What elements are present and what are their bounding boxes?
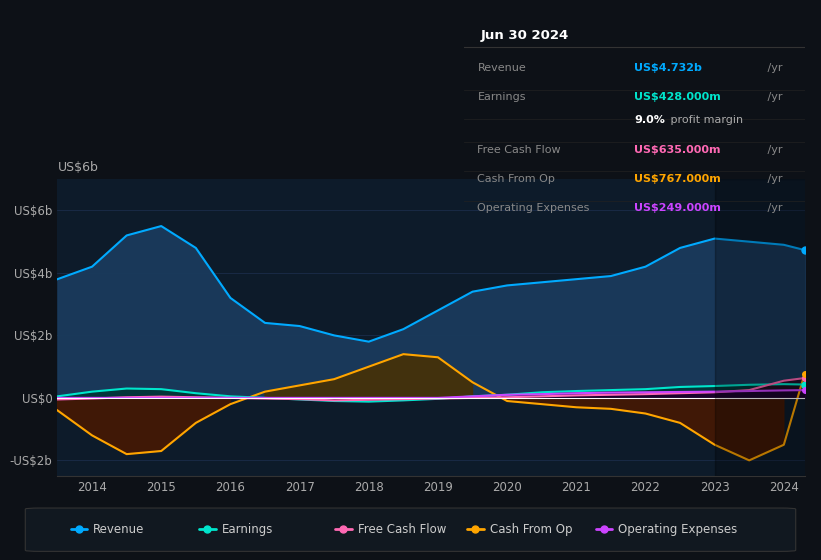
Text: /yr: /yr bbox=[764, 203, 782, 213]
Text: profit margin: profit margin bbox=[667, 115, 743, 125]
Text: /yr: /yr bbox=[764, 174, 782, 184]
Text: US$635.000m: US$635.000m bbox=[635, 144, 721, 155]
Text: Cash From Op: Cash From Op bbox=[490, 522, 572, 536]
Text: Earnings: Earnings bbox=[222, 522, 273, 536]
Text: Revenue: Revenue bbox=[94, 522, 144, 536]
Text: US$767.000m: US$767.000m bbox=[635, 174, 721, 184]
Text: /yr: /yr bbox=[764, 63, 782, 73]
Text: Revenue: Revenue bbox=[478, 63, 526, 73]
Text: US$249.000m: US$249.000m bbox=[635, 203, 721, 213]
Text: Cash From Op: Cash From Op bbox=[478, 174, 555, 184]
Text: US$428.000m: US$428.000m bbox=[635, 92, 721, 102]
Text: Jun 30 2024: Jun 30 2024 bbox=[481, 29, 569, 42]
Text: Free Cash Flow: Free Cash Flow bbox=[358, 522, 446, 536]
Text: US$4.732b: US$4.732b bbox=[635, 63, 702, 73]
Text: Operating Expenses: Operating Expenses bbox=[478, 203, 589, 213]
Text: /yr: /yr bbox=[764, 92, 782, 102]
Text: Operating Expenses: Operating Expenses bbox=[618, 522, 737, 536]
Text: /yr: /yr bbox=[764, 144, 782, 155]
Text: US$6b: US$6b bbox=[57, 161, 99, 174]
Text: 9.0%: 9.0% bbox=[635, 115, 665, 125]
Text: Free Cash Flow: Free Cash Flow bbox=[478, 144, 561, 155]
Bar bbox=[714, 179, 808, 476]
Text: Earnings: Earnings bbox=[478, 92, 526, 102]
FancyBboxPatch shape bbox=[25, 508, 796, 552]
